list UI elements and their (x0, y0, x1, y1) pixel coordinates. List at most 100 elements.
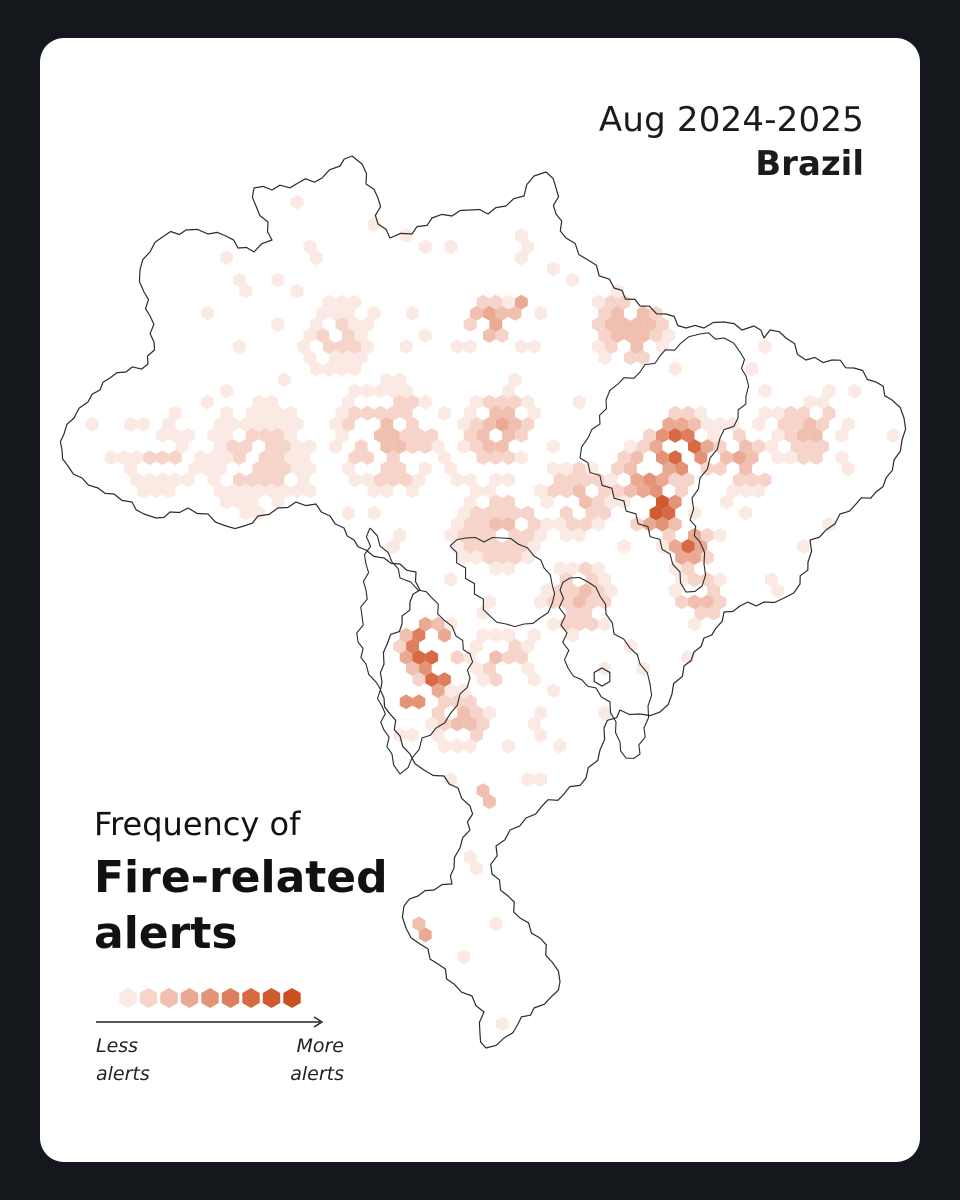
hex-cell (450, 339, 464, 354)
hex-cell (797, 428, 810, 443)
hex-cell (149, 483, 163, 499)
hex-cell (489, 916, 503, 932)
hex-cell (816, 416, 829, 432)
hex-cell (713, 416, 727, 432)
hex-cell (303, 350, 317, 366)
legend-title-line2: alerts (94, 908, 238, 959)
hex-cell (258, 472, 272, 488)
hex-cell (688, 616, 701, 632)
hex-cell (713, 527, 727, 543)
hex-cell (668, 561, 682, 576)
hex-cell (803, 439, 817, 454)
hex-cell (463, 405, 477, 421)
hex-cell (245, 494, 259, 510)
more-alerts-label: More alerts (290, 1032, 344, 1088)
hex-cell (694, 605, 708, 621)
hex-cell (668, 583, 682, 599)
hex-cell (624, 439, 637, 454)
hex-cell (374, 428, 387, 443)
hex-cell (752, 439, 765, 454)
hex-cell (290, 283, 304, 299)
hex-cell (335, 317, 349, 332)
hex-cell (591, 339, 605, 354)
hex-cell (572, 616, 586, 632)
hex-cell (335, 339, 349, 354)
hex-cell (739, 483, 753, 499)
hex-cell (220, 450, 233, 465)
hex-cell (752, 416, 765, 432)
hex-cell (656, 539, 669, 554)
hex-cell (181, 472, 195, 488)
hex-cell (412, 627, 426, 643)
hex-cell (502, 516, 515, 532)
hex-cell (598, 350, 612, 366)
hex-cell (406, 483, 419, 499)
hex-cell (534, 772, 548, 787)
hex-cell (104, 450, 118, 465)
hex-cell (495, 305, 509, 321)
hex-cell (322, 361, 336, 377)
hex-cell (342, 350, 355, 366)
hex-cell (579, 494, 592, 510)
hex-cell (502, 494, 515, 510)
hex-cell (463, 849, 477, 865)
hex-cell (374, 472, 387, 488)
hex-cell (527, 339, 541, 354)
hex-cell (572, 527, 586, 543)
hex-cell (688, 416, 701, 432)
hex-cell (508, 638, 522, 654)
brazil-hex-map (59, 155, 907, 1049)
hex-cell (399, 472, 413, 488)
hex-cell (457, 550, 471, 565)
hex-cell (527, 516, 541, 532)
hex-cell (463, 716, 477, 732)
hex-cell (713, 572, 727, 588)
hex-cell (604, 339, 618, 354)
hex-cell (598, 705, 612, 721)
hex-cell (656, 472, 669, 488)
hex-cell (707, 583, 721, 599)
hex-cell (540, 583, 554, 599)
hex-cell (457, 949, 471, 965)
hex-cell (521, 505, 535, 521)
hex-cell (630, 472, 644, 488)
hex-cell (662, 416, 676, 432)
hex-cell (271, 405, 285, 421)
hex-cell (656, 428, 669, 443)
hex-cell (136, 483, 150, 499)
hex-cell (399, 405, 413, 421)
hex-cell (848, 383, 862, 399)
hex-cell (579, 472, 592, 488)
hex-cell (553, 516, 567, 532)
scale-hex-8 (262, 988, 281, 1008)
hex-cell (483, 527, 496, 543)
hex-cell (515, 539, 528, 554)
hex-cell (399, 383, 413, 399)
hex-cell (841, 416, 855, 432)
hex-cell (393, 461, 407, 477)
hex-cell (348, 383, 362, 399)
hex-cell (431, 439, 445, 454)
hex-cell (617, 539, 631, 554)
hex-cell (790, 439, 804, 454)
hex-cell (534, 727, 548, 743)
hex-cell (668, 472, 682, 488)
hex-cell (559, 505, 573, 521)
hex-cell (688, 439, 701, 454)
hex-cell (611, 483, 624, 499)
hex-cell (463, 694, 477, 710)
hex-cell (399, 694, 413, 710)
hex-cell (220, 494, 233, 510)
hex-cell (668, 539, 682, 554)
hex-cell (226, 439, 240, 454)
hex-cell (611, 328, 624, 343)
hex-cell (85, 416, 99, 432)
hex-cell (220, 428, 233, 443)
hex-cell (656, 450, 669, 465)
hex-cell (611, 305, 624, 321)
hex-cell (508, 372, 522, 388)
hex-cell (329, 416, 342, 432)
hex-cell (470, 505, 483, 521)
hex-cell (585, 505, 599, 521)
hex-cell (662, 527, 676, 543)
